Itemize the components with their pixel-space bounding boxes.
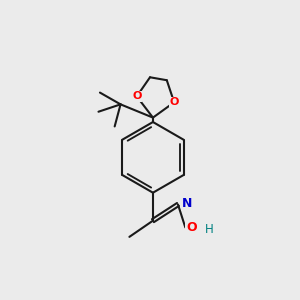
Text: N: N (182, 197, 192, 210)
Text: O: O (132, 92, 141, 101)
Text: O: O (186, 221, 196, 234)
Text: H: H (205, 223, 213, 236)
Text: O: O (169, 97, 179, 107)
